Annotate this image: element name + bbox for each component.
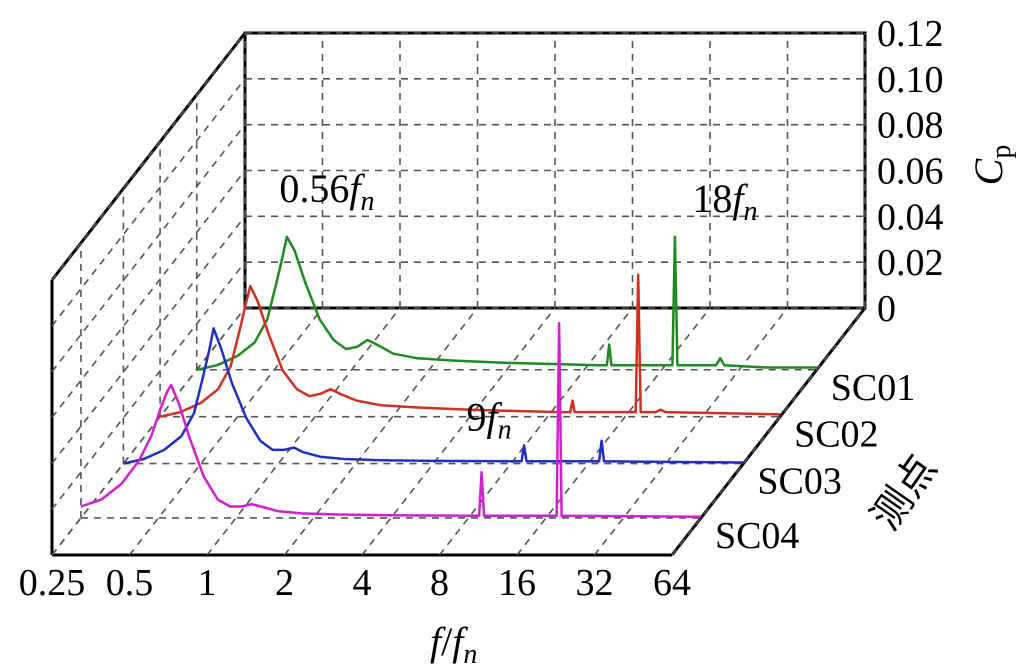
series-layer [80, 235, 817, 519]
label-layer: f/fn Cp 测点 0.25 0.5 1 2 4 8 16 32 6400.020.040.0… [19, 13, 1017, 670]
category-label: SC04 [715, 515, 799, 557]
x-tick-label: 32 [576, 562, 614, 604]
z-tick-label: 0.10 [877, 59, 944, 101]
category-label: SC01 [831, 367, 915, 409]
left-wall-gridline-z [51, 124, 246, 373]
left-wall-gridline-z [51, 32, 246, 281]
annotation-label: 18fn [692, 176, 757, 227]
category-label: SC03 [757, 461, 841, 503]
z-tick-label: 0.08 [877, 105, 944, 147]
x-axis-label: f/fn [430, 619, 477, 670]
z-tick-label: 0.04 [877, 196, 944, 238]
floor-gridline-x [593, 307, 789, 556]
category-label: SC02 [794, 414, 878, 456]
floor-gridline-x [671, 307, 866, 556]
series-line-sc01 [196, 235, 817, 372]
x-tick-label: 1 [198, 562, 217, 604]
left-wall-gridline-z [51, 215, 246, 464]
x-tick-label: 16 [498, 562, 536, 604]
y-axis-label: Cp [966, 145, 1017, 186]
grid-layer [51, 32, 866, 556]
series-line-sc03 [123, 327, 744, 465]
z-tick-label: 0 [877, 288, 896, 330]
z-tick-label: 0.02 [877, 242, 944, 284]
left-wall-gridline-z [51, 170, 246, 418]
z-tick-label: 0.06 [877, 151, 944, 193]
x-tick-label: 2 [275, 562, 294, 604]
left-wall-gridline-z [51, 261, 246, 510]
series-line-sc04 [80, 321, 702, 519]
floor-gridline-x [361, 307, 556, 556]
x-tick-label: 4 [353, 562, 372, 604]
depth-axis-label: 测点 [863, 447, 947, 539]
x-tick-label: 64 [653, 562, 691, 604]
floor-gridline-x [206, 307, 401, 556]
annotation-label: 0.56fn [279, 166, 374, 217]
x-tick-label: 0.25 [19, 562, 86, 604]
series-line-sc02 [159, 273, 781, 418]
chart-frame [50, 31, 867, 557]
z-tick-label: 0.12 [877, 13, 944, 55]
left-wall-gridline-z [51, 307, 246, 556]
x-tick-label: 8 [430, 562, 449, 604]
floor-gridline-x [438, 307, 634, 556]
annotation-label: 9fn [467, 394, 512, 445]
floor-gridline-x [128, 307, 324, 556]
left-wall-gridline-z [51, 78, 246, 327]
x-tick-label: 0.5 [106, 562, 154, 604]
